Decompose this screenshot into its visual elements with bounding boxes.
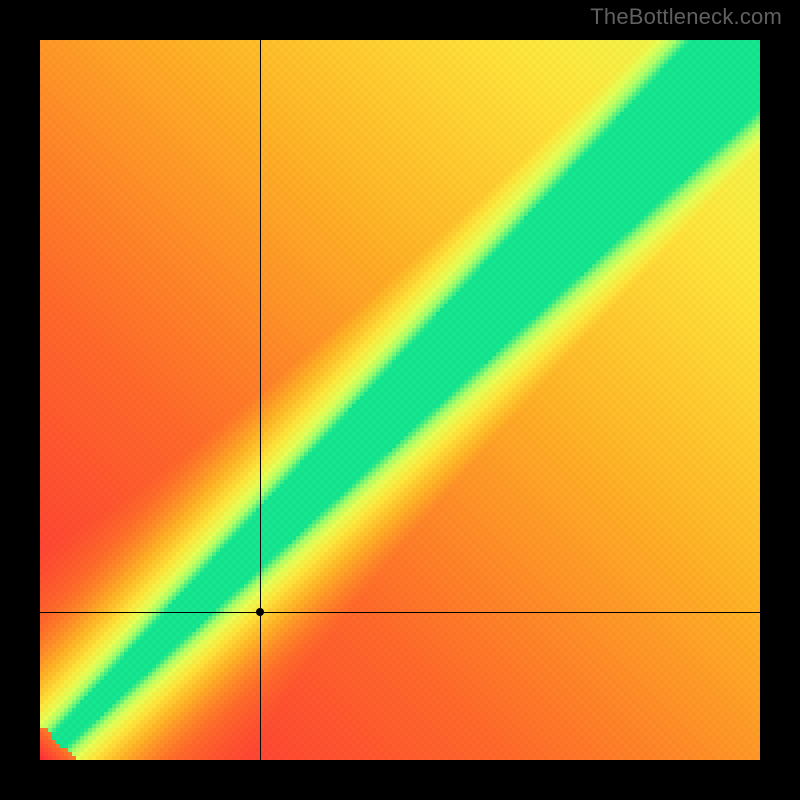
marker-dot: [256, 608, 264, 616]
crosshair-vertical: [260, 40, 261, 760]
watermark: TheBottleneck.com: [590, 4, 782, 30]
chart-container: TheBottleneck.com: [0, 0, 800, 800]
crosshair-horizontal: [40, 612, 760, 613]
heatmap-canvas: [40, 40, 760, 760]
bottleneck-heatmap: [40, 40, 760, 760]
